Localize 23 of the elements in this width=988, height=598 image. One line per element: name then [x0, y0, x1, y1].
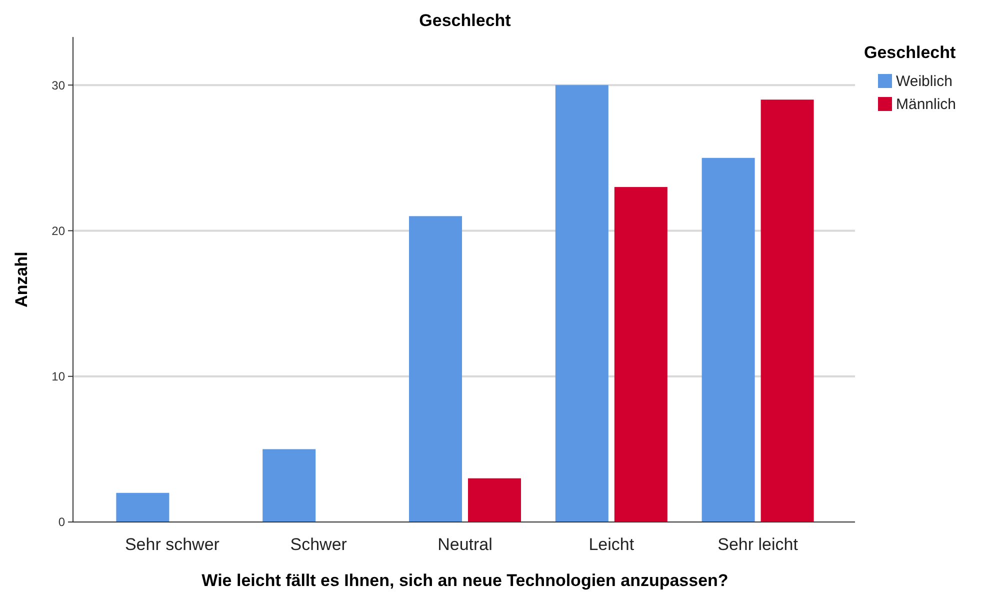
bar — [262, 449, 316, 522]
bar — [555, 85, 608, 522]
y-tick-label: 10 — [52, 370, 66, 384]
bar — [116, 492, 170, 522]
bar — [702, 158, 755, 522]
bar — [409, 216, 462, 522]
bar — [760, 100, 814, 522]
x-tick-label: Sehr schwer — [124, 535, 220, 554]
y-tick-label: 30 — [52, 78, 66, 92]
x-tick-label: Leicht — [588, 535, 634, 554]
legend-label: Weiblich — [896, 73, 952, 90]
x-tick-label: Neutral — [438, 535, 492, 554]
x-tick-label: Sehr leicht — [718, 535, 798, 554]
bar — [468, 478, 521, 522]
legend-title: Geschlecht — [864, 43, 956, 62]
chart-title: Geschlecht — [419, 11, 512, 30]
y-tick-label: 20 — [52, 224, 66, 238]
y-axis-title: Anzahl — [12, 252, 31, 308]
y-tick-label: 0 — [58, 515, 66, 530]
bar — [614, 187, 668, 522]
x-tick-label: Schwer — [290, 535, 348, 554]
legend-label: Männlich — [896, 96, 956, 113]
x-axis-title: Wie leicht fällt es Ihnen, sich an neue Technologien anzupassen? — [202, 571, 728, 590]
